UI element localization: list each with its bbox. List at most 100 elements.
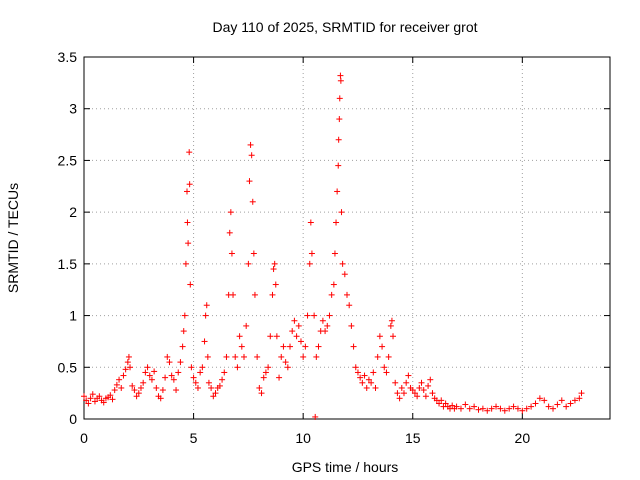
data-point <box>337 72 344 79</box>
data-point <box>157 395 164 402</box>
data-point <box>425 382 432 389</box>
data-point <box>153 384 160 391</box>
data-point <box>140 379 147 386</box>
data-point <box>122 366 129 373</box>
data-point <box>392 379 399 386</box>
data-point <box>282 359 289 366</box>
data-point <box>361 372 368 379</box>
data-point <box>438 397 445 404</box>
data-point <box>352 364 359 371</box>
data-point <box>280 343 287 350</box>
data-point <box>170 376 177 383</box>
data-point <box>571 397 578 404</box>
data-point <box>405 372 412 379</box>
y-tick-label: 0 <box>69 411 77 427</box>
data-point <box>510 403 517 410</box>
data-point <box>187 281 194 288</box>
data-point <box>338 209 345 216</box>
data-point <box>85 400 92 407</box>
data-point <box>185 240 192 247</box>
data-point <box>210 393 217 400</box>
data-point <box>212 390 219 397</box>
data-point <box>453 403 460 410</box>
data-point <box>390 333 397 340</box>
data-point <box>116 376 123 383</box>
data-point <box>532 400 539 407</box>
data-point <box>315 343 322 350</box>
axis-ticks: 0 0.5 1 1.5 2 2.5 3 3.5 0 5 10 15 20 <box>58 49 610 446</box>
chart-title: Day 110 of 2025, SRMTID for receiver gro… <box>212 19 477 35</box>
data-point <box>398 384 405 391</box>
data-point <box>179 343 186 350</box>
data-point <box>344 291 350 298</box>
data-point <box>307 219 314 226</box>
data-point <box>359 379 366 386</box>
data-point <box>541 397 548 404</box>
data-point <box>238 343 245 350</box>
data-point <box>87 395 94 402</box>
data-point <box>457 405 464 412</box>
data-point <box>107 392 114 399</box>
data-point <box>558 397 565 404</box>
data-point <box>372 384 379 391</box>
data-point <box>501 407 508 414</box>
data-point <box>131 387 138 394</box>
data-point <box>523 405 530 412</box>
data-point <box>385 353 392 360</box>
y-tick-label: 0.5 <box>58 359 78 375</box>
data-point <box>363 384 370 391</box>
data-point <box>137 384 144 391</box>
data-point <box>497 405 504 412</box>
data-point <box>416 384 423 391</box>
data-point <box>248 152 255 159</box>
data-point <box>335 162 342 169</box>
data-point <box>144 364 151 371</box>
data-point <box>146 372 153 379</box>
data-point <box>289 328 296 335</box>
data-point <box>374 353 381 360</box>
data-point <box>341 271 348 278</box>
data-point <box>326 312 333 319</box>
data-point <box>125 353 132 360</box>
data-point <box>403 379 410 386</box>
data-point <box>164 353 171 360</box>
data-point <box>197 369 204 376</box>
x-tick-label: 10 <box>295 430 311 446</box>
data-point <box>312 413 319 420</box>
data-point <box>506 405 513 412</box>
data-point <box>422 393 429 400</box>
data-point <box>272 281 279 288</box>
data-point <box>190 374 197 381</box>
data-point <box>223 353 230 360</box>
data-point <box>302 343 309 350</box>
data-point <box>578 390 585 397</box>
data-point <box>334 188 341 195</box>
data-point <box>204 353 211 360</box>
data-point <box>186 181 193 188</box>
data-point <box>576 395 583 402</box>
data-point <box>234 364 241 371</box>
data-point <box>304 312 311 319</box>
data-point <box>563 403 570 410</box>
x-tick-label: 0 <box>80 430 88 446</box>
data-point <box>168 372 175 379</box>
data-point <box>129 382 136 389</box>
data-point <box>182 260 189 267</box>
data-point <box>368 379 375 386</box>
data-point <box>118 384 125 391</box>
data-point <box>221 369 228 376</box>
data-point <box>142 369 149 376</box>
data-point <box>133 393 140 400</box>
data-point <box>166 359 173 366</box>
data-point <box>418 379 425 386</box>
data-point <box>365 376 372 383</box>
data-point <box>331 250 338 257</box>
data-point <box>245 260 252 267</box>
data-point <box>271 260 278 267</box>
data-point <box>228 250 235 257</box>
data-point <box>186 149 193 156</box>
data-point <box>427 376 434 383</box>
data-point <box>554 401 561 408</box>
x-tick-label: 15 <box>405 430 421 446</box>
